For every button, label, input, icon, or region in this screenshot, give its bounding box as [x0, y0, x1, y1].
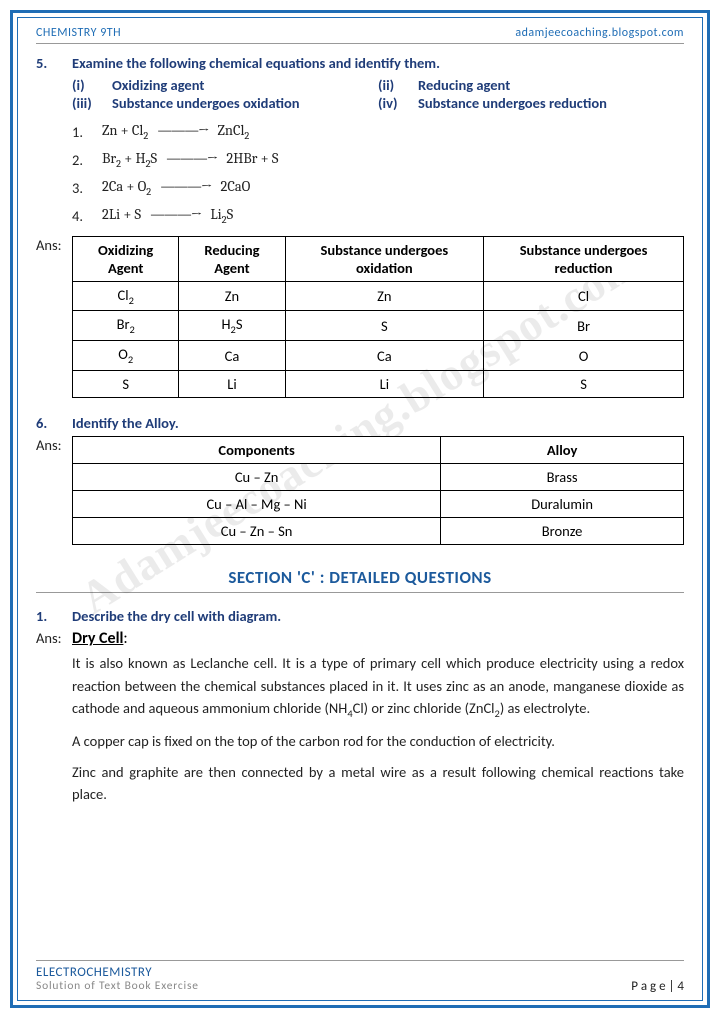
equation-row: 1.Zn + Cl2 ———→ ZnCl2 [72, 122, 684, 142]
q6-table: ComponentsAlloyCu – ZnBrassCu – Al – Mg … [72, 436, 684, 545]
answer-label: Ans: [36, 629, 62, 647]
answer-label: Ans: [36, 236, 62, 254]
equation-row: 3.2Ca + O2 ———→ 2CaO [72, 178, 684, 198]
q6-answer: Ans: ComponentsAlloyCu – ZnBrassCu – Al … [36, 436, 684, 545]
q1-body: It is also known as Leclanche cell. It i… [72, 652, 684, 805]
q5-number: 5. [36, 54, 72, 72]
q5-opt-txt: Oxidizing agent [112, 76, 204, 94]
q5-opt-txt: Substance undergoes oxidation [112, 94, 300, 112]
answer-label: Ans: [36, 436, 62, 454]
q5-opt-lbl: (ii) [378, 76, 418, 94]
q5-opt-txt: Substance undergoes reduction [418, 94, 607, 112]
page-inner-border: Adamjeecoaching.blogspot.com CHEMISTRY 9… [17, 17, 703, 1001]
q5-opt-lbl: (i) [72, 76, 112, 94]
page-footer: ELECTROCHEMISTRY Solution of Text Book E… [36, 960, 684, 994]
q5-options: (i)Oxidizing agent (ii)Reducing agent (i… [72, 76, 684, 112]
page-outer-border: Adamjeecoaching.blogspot.com CHEMISTRY 9… [10, 10, 710, 1008]
header-left: CHEMISTRY 9TH [36, 26, 121, 40]
body-paragraph: Zinc and graphite are then connected by … [72, 761, 684, 806]
q5-equations: 1.Zn + Cl2 ———→ ZnCl2 2.Br2 + H2S ———→ 2H… [72, 122, 684, 226]
equation-row: 4.2Li + S ———→ Li2S [72, 206, 684, 226]
footer-title: ELECTROCHEMISTRY [36, 965, 199, 981]
question-6: 6. Identify the Alloy. Ans: ComponentsAl… [36, 414, 684, 545]
equation-row: 2.Br2 + H2S ———→ 2HBr + S [72, 150, 684, 170]
q6-title: Identify the Alloy. [72, 414, 684, 432]
question-5: 5. Examine the following chemical equati… [36, 54, 684, 398]
footer-page: P a g e | 4 [631, 979, 684, 994]
q5-opt-txt: Reducing agent [418, 76, 510, 94]
body-paragraph: It is also known as Leclanche cell. It i… [72, 652, 684, 722]
footer-left: ELECTROCHEMISTRY Solution of Text Book E… [36, 965, 199, 994]
dry-cell-heading: Dry Cell [72, 629, 123, 648]
q1-number: 1. [36, 607, 72, 625]
question-1-section-c: 1. Describe the dry cell with diagram. A… [36, 607, 684, 805]
header-link[interactable]: adamjeecoaching.blogspot.com [515, 26, 684, 40]
section-c-heading: SECTION 'C' : DETAILED QUESTIONS [36, 567, 684, 593]
q5-opt-lbl: (iv) [378, 94, 418, 112]
q5-opt-lbl: (iii) [72, 94, 112, 112]
q5-answer: Ans: Oxidizing AgentReducing AgentSubsta… [36, 236, 684, 399]
q5-title: Examine the following chemical equations… [72, 54, 684, 72]
q1-title: Describe the dry cell with diagram. [72, 607, 684, 625]
page-header: CHEMISTRY 9TH adamjeecoaching.blogspot.c… [36, 26, 684, 44]
body-paragraph: A copper cap is fixed on the top of the … [72, 730, 684, 752]
q1-answer-head: Ans: Dry Cell: [36, 629, 684, 648]
footer-subtitle: Solution of Text Book Exercise [36, 980, 199, 994]
q6-number: 6. [36, 414, 72, 432]
q5-table: Oxidizing AgentReducing AgentSubstance u… [72, 236, 684, 399]
